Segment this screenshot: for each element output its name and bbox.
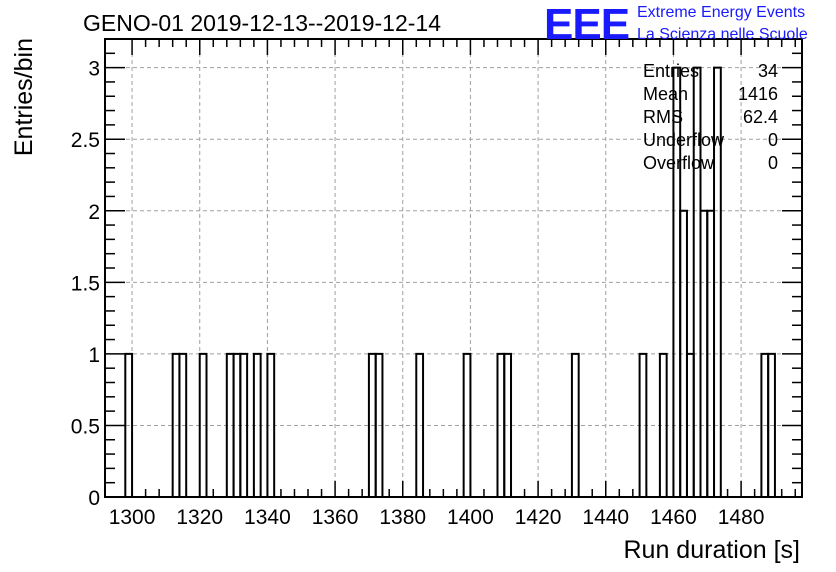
tick-layer xyxy=(105,38,802,498)
grid-layer xyxy=(105,39,802,497)
logo-mark: EEE xyxy=(544,0,629,49)
logo-line-1: Extreme Energy Events xyxy=(637,4,805,21)
histogram-bin xyxy=(266,352,276,497)
x-tick-label: 1400 xyxy=(447,506,494,529)
stat-value: 0 xyxy=(768,130,778,150)
histogram-layer xyxy=(124,66,776,497)
histogram-bin xyxy=(178,352,188,497)
stat-label: Overflow xyxy=(643,153,715,173)
stat-label: Mean xyxy=(643,84,688,104)
y-tick-label: 1 xyxy=(88,344,100,367)
histogram-bin xyxy=(415,352,425,497)
x-tick-label: 1420 xyxy=(515,506,562,529)
x-axis-title: Run duration [s] xyxy=(624,536,801,564)
x-tick-label: 1300 xyxy=(109,506,156,529)
histogram-bin xyxy=(658,352,668,497)
histogram-bin xyxy=(462,352,472,497)
x-tick-label: 1320 xyxy=(176,506,223,529)
y-tick-label: 0 xyxy=(88,487,100,510)
stat-value: 0 xyxy=(768,153,778,173)
y-axis-title: Entries/bin xyxy=(10,38,38,156)
histogram-bin xyxy=(638,352,648,497)
stat-label: Entries xyxy=(643,61,699,81)
logo-line-2: La Scienza nelle Scuole xyxy=(637,26,808,43)
histogram-bin xyxy=(252,352,262,497)
stat-label: Underflow xyxy=(643,130,725,150)
histogram-bin xyxy=(374,352,384,497)
histogram-bin xyxy=(198,352,208,497)
y-tick-label: 3 xyxy=(88,58,100,81)
stats-box: Entries 34 Mean 1416 RMS 62.4 Underflow 0 Overfl… xyxy=(643,61,778,173)
histogram-bin xyxy=(570,352,580,497)
histogram-bin xyxy=(239,352,249,497)
histogram-bin xyxy=(503,352,513,497)
x-tick-label: 1440 xyxy=(582,506,629,529)
x-tick-label: 1460 xyxy=(650,506,697,529)
y-tick-label: 2.5 xyxy=(71,129,100,152)
y-tick-label: 2 xyxy=(88,201,100,224)
chart-title: GENO-01 2019-12-13--2019-12-14 xyxy=(83,10,441,36)
plot-frame xyxy=(104,38,803,498)
y-tick-label: 1.5 xyxy=(71,272,100,295)
x-tick-label: 1340 xyxy=(244,506,291,529)
y-tick-label: 0.5 xyxy=(71,415,100,438)
x-tick-label: 1380 xyxy=(379,506,426,529)
stat-value: 62.4 xyxy=(743,107,778,127)
stat-label: RMS xyxy=(643,107,683,127)
stat-value: 1416 xyxy=(738,84,778,104)
eee-logo: EEE Extreme Energy Events La Scienza nel… xyxy=(544,0,808,49)
histogram-bin xyxy=(713,66,722,497)
stat-value: 34 xyxy=(758,61,778,81)
histogram-bin xyxy=(124,352,134,497)
tick-label-layer: 1300 1320 1340 1360 1380 1400 1420 1440 1460 1480… xyxy=(71,58,765,529)
x-tick-label: 1360 xyxy=(312,506,359,529)
x-tick-label: 1480 xyxy=(718,506,765,529)
histogram-bin xyxy=(767,352,776,497)
